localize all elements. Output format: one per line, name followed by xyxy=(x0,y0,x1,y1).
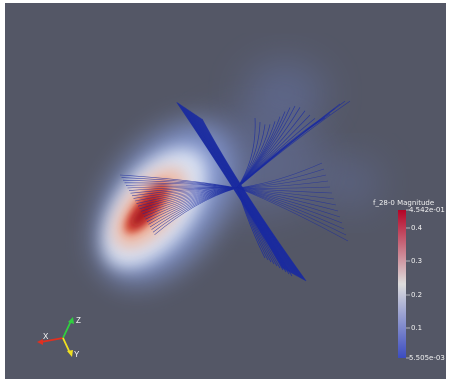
orientation-axes: X Z Y xyxy=(37,316,81,359)
y-axis-arrow-icon xyxy=(67,350,73,357)
z-axis-label: Z xyxy=(76,316,81,325)
color-legend-tick: 0.1 xyxy=(411,324,423,332)
streamline xyxy=(236,174,327,189)
volume-scene[interactable] xyxy=(5,3,446,379)
streamline xyxy=(236,162,323,189)
color-legend-title: f_28-0 Magnitude xyxy=(373,199,435,207)
x-axis-line xyxy=(40,337,64,343)
volume-glow-faint-right xyxy=(320,158,380,208)
color-legend-tick: 0.2 xyxy=(411,291,423,299)
x-axis-arrow-icon xyxy=(37,339,43,345)
streamline xyxy=(236,187,339,212)
streamline xyxy=(236,187,347,236)
streamline xyxy=(154,187,238,236)
streamline xyxy=(236,168,325,189)
color-legend-min: 5.505e-03 xyxy=(409,354,445,362)
color-legend-max: 4.542e-01 xyxy=(409,206,445,214)
streamline xyxy=(236,186,331,189)
streamline xyxy=(236,187,341,218)
streamline xyxy=(236,187,293,277)
streamline xyxy=(236,187,335,200)
x-axis-label: X xyxy=(43,332,49,341)
z-axis-arrow-icon xyxy=(68,317,74,324)
render-viewport[interactable]: f_28-0 Magnitude 4.542e-01 0.4 0.3 0.2 0… xyxy=(5,3,446,379)
color-legend-tick: 0.3 xyxy=(411,257,423,265)
streamline xyxy=(236,187,349,242)
streamline xyxy=(236,187,345,230)
streamline xyxy=(236,187,337,206)
y-axis-line xyxy=(62,337,71,354)
y-axis-label: Y xyxy=(74,350,80,359)
streamline xyxy=(236,187,343,224)
streamlines xyxy=(119,100,351,282)
streamline xyxy=(236,180,329,189)
streamline xyxy=(236,100,351,189)
z-axis-line xyxy=(62,320,72,339)
streamline xyxy=(236,187,333,194)
volume-glow-faint xyxy=(245,63,325,123)
color-legend-tick: 0.4 xyxy=(411,224,423,232)
streamline xyxy=(201,118,307,282)
volume-blob-core xyxy=(131,195,159,227)
